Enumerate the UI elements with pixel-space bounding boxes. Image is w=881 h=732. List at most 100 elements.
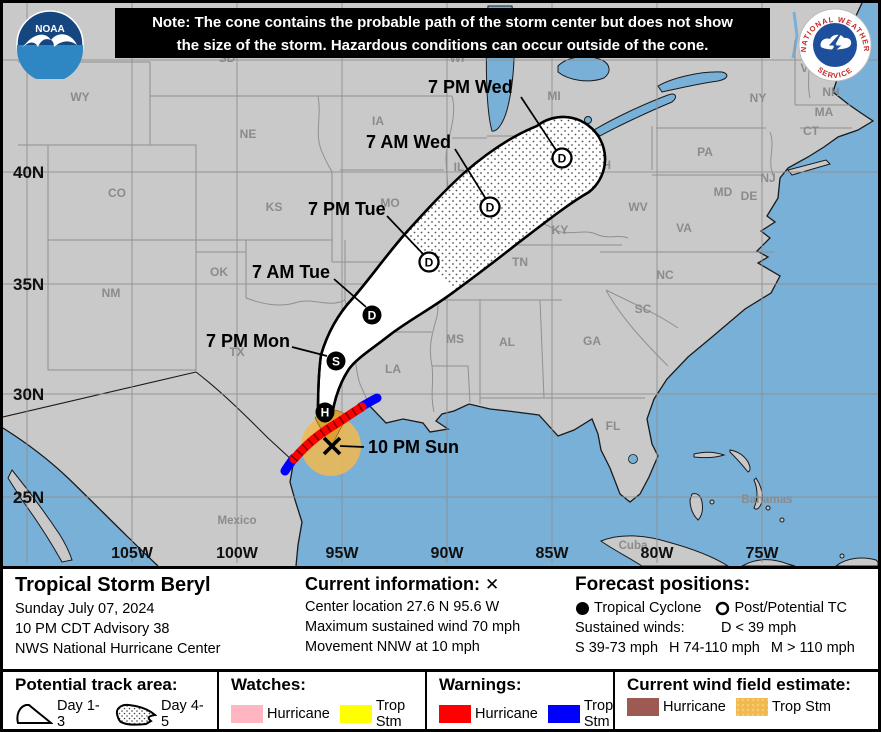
lon-label-80w: 80W [641,545,675,562]
note-line-2: the size of the storm. Hazardous conditi… [176,36,709,54]
marker-s: S [332,355,340,369]
state-label-tn: TN [512,255,528,269]
state-label-va: VA [676,221,692,235]
lon-label-75w: 75W [746,545,780,562]
wind-field-hurricane-label: Hurricane [663,699,726,715]
storm-name: Tropical Storm Beryl [15,574,211,596]
marker-d-open-2: D [486,201,495,215]
legend-watches: Watches: Hurricane Trop Stm [217,672,425,729]
wind-category-s: S 39-73 mph [575,639,659,656]
lon-label-100w: 100W [216,545,259,562]
current-information-label: Current information: [305,574,480,594]
state-label-ok: OK [210,265,228,279]
lon-label-95w: 95W [326,545,360,562]
watch-hurricane-swatch [231,705,263,723]
marker-d-open-3: D [558,152,567,166]
state-label-nj: NJ [760,171,775,185]
time-label-7pm-mon: 7 PM Mon [206,331,290,351]
issuing-org: NWS National Hurricane Center [15,640,221,657]
time-label-7pm-wed: 7 PM Wed [428,77,513,97]
svg-text:SERVICE: SERVICE [816,65,855,80]
noaa-logo-text: NOAA [35,24,64,35]
current-position-x-icon [322,436,342,456]
baja-peninsula [7,469,73,563]
warning-trop-stm-label: Trop Stm [583,698,614,730]
current-information-title: Current information: ✕ [305,574,567,595]
state-label-wy: WY [70,90,89,104]
day4-5-cone-icon [113,702,157,726]
cone-outline [316,115,607,423]
state-label-mi: MI [547,89,560,103]
lat-label-35n: 35N [13,275,44,294]
islands [599,159,878,566]
nws-logo: NATIONAL WEATHER SERVICE [797,7,873,83]
day1-3-label: Day 1-3 [57,698,100,730]
place-label-mexico: Mexico [218,515,257,527]
lon-label-90w: 90W [431,545,465,562]
state-label-ms: MS [446,332,464,346]
warnings-title: Warnings: [439,675,522,694]
atlantic-gulf-coastline [289,3,875,566]
lat-label-30n: 30N [13,385,44,404]
state-label-sc: SC [635,302,652,316]
time-label-7am-tue: 7 AM Tue [252,262,330,282]
watch-trop-stm-swatch [339,705,372,723]
place-label-bahamas: Bahamas [741,494,792,506]
post-potential-tc-label: Post/Potential TC [734,600,848,616]
forecast-positions-title: Forecast positions: [575,574,751,595]
state-label-pa: PA [697,145,713,159]
cone-note-banner: Note: The cone contains the probable pat… [115,8,770,58]
state-label-ma: MA [815,105,834,119]
post-potential-tc-symbol [715,601,730,616]
warning-hurricane-label: Hurricane [475,706,538,722]
state-label-ga: GA [583,334,601,348]
time-leader-lines [291,96,557,448]
current-position-x-symbol: ✕ [485,575,500,594]
warning-trop-stm-swatch [547,705,580,723]
lake-okeechobee [628,454,638,464]
watch-hurricane-label: Hurricane [267,706,330,722]
state-label-co: CO [108,186,126,200]
marker-d-filled: D [368,309,377,323]
state-label-fl: FL [606,419,621,433]
tropical-cyclone-symbol [575,601,590,616]
nws-logo-arc-bottom: SERVICE [816,65,854,80]
pacific-coastline [3,427,159,566]
time-label-10pm-sun: 10 PM Sun [368,437,459,457]
map-svg: WY SD NE IA CO KS MO NM OK TX WI MI IL I… [3,3,878,566]
info-panel: Tropical Storm Beryl Sunday July 07, 202… [3,566,878,669]
time-label-7am-wed: 7 AM Wed [366,132,451,152]
legend-wind-field: Current wind field estimate: Hurricane [613,672,878,729]
hurricane-warning-hatch [290,403,365,462]
legend-warnings: Warnings: Hurricane Trop Stm [425,672,614,730]
place-label-cuba: Cuba [619,540,648,552]
state-label-ky: KY [552,223,569,237]
state-label-ks: KS [266,200,283,214]
wind-field-hurricane-swatch [627,698,659,716]
state-label-al: AL [499,335,515,349]
lon-label-105w: 105W [111,545,154,562]
lat-label-40n: 40N [13,163,44,182]
marker-h: H [321,406,330,420]
watches-title: Watches: [231,675,306,694]
lat-label-25n: 25N [13,488,44,507]
state-label-ct: CT [803,124,820,138]
nws-lightning-icon [826,32,842,58]
noaa-gull-icon [22,34,77,48]
cuba [599,535,729,566]
lon-label-85w: 85W [536,545,570,562]
day1-3-cone-icon [15,702,53,726]
state-label-tx: TX [229,345,244,359]
forecast-markers: H S D D D D [315,147,573,456]
center-location: Center location 27.6 N 95.6 W [305,599,500,615]
legend-potential-track-area: Potential track area: Day 1-3 [3,672,217,730]
note-line-1: Note: The cone contains the probable pat… [152,14,733,31]
max-sustained-wind: Maximum sustained wind 70 mph [305,618,521,635]
current-information: Current information: ✕ Center location 2… [305,574,567,658]
wind-field-title: Current wind field estimate: [627,675,851,694]
advisory-number: 10 PM CDT Advisory 38 [15,620,170,637]
wind-field-trop-stm-label: Trop Stm [771,699,831,715]
wind-field-trop-stm-swatch [735,698,768,716]
marker-d-open-1: D [425,256,434,270]
